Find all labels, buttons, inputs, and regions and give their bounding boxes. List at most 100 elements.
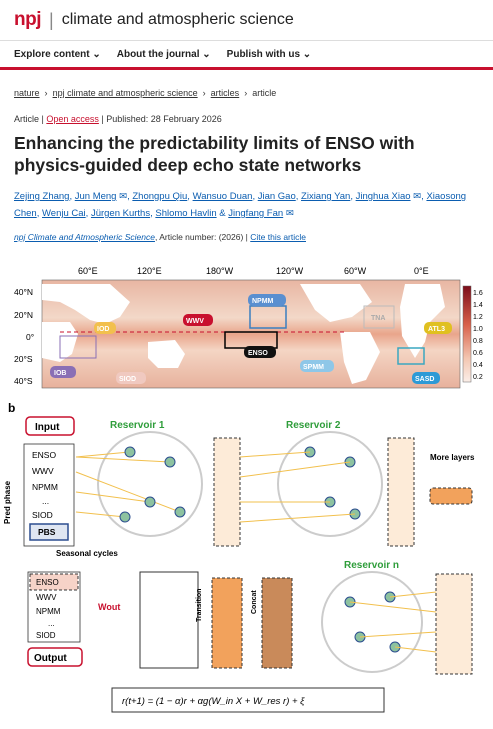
header-divider: | xyxy=(49,9,54,30)
input-var: ... xyxy=(42,496,49,506)
citation-journal[interactable]: npj Climate and Atmospheric Science xyxy=(14,232,155,242)
breadcrumb-articles[interactable]: articles xyxy=(210,88,240,98)
author-link[interactable]: Zixiang Yan xyxy=(301,191,351,202)
region-label: TNA xyxy=(371,315,385,322)
region-label: WWV xyxy=(186,318,204,325)
output-var: ... xyxy=(48,619,55,628)
colorbar-tick: 1.4 xyxy=(473,302,483,309)
nav-explore-content[interactable]: Explore content ⌄ xyxy=(14,48,101,60)
author-link[interactable]: Zhongpu Qiu xyxy=(132,191,188,202)
breadcrumb: nature › npj climate and atmospheric sci… xyxy=(0,70,493,98)
transition-label: Transition xyxy=(196,589,203,622)
lon-label: 0°E xyxy=(414,266,429,276)
lat-label: 40°S xyxy=(14,376,33,386)
citation-line: npj Climate and Atmospheric Science, Art… xyxy=(14,232,306,242)
colorbar xyxy=(462,285,472,383)
author-link[interactable]: Jun Meng xyxy=(74,191,117,202)
land-asia xyxy=(42,284,130,324)
colorbar-tick: 0.6 xyxy=(473,350,483,357)
article-figure[interactable]: 60°E 120°E 180°W 120°W 60°W 0°E 40°N 20°… xyxy=(0,262,493,729)
wout-label: Wout xyxy=(98,602,120,612)
breadcrumb-nature[interactable]: nature xyxy=(14,88,40,98)
author-link[interactable]: Jian Gao xyxy=(257,191,296,202)
breadcrumb-chevron-icon: › xyxy=(200,88,209,98)
author-link[interactable]: Wenju Cai xyxy=(42,208,86,219)
region-label: ATL3 xyxy=(428,326,445,333)
author-link[interactable]: Shlomo Havlin xyxy=(155,208,217,219)
main-nav: Explore content ⌄ About the journal ⌄ Pu… xyxy=(0,41,493,70)
nav-publish-with-us[interactable]: Publish with us ⌄ xyxy=(226,48,312,60)
reservoir-label: Reservoir 2 xyxy=(286,420,341,431)
input-label: Input xyxy=(35,422,60,433)
colorbar-tick: 1.6 xyxy=(473,290,483,297)
output-label: Output xyxy=(34,653,67,664)
input-var: ENSO xyxy=(32,450,56,460)
site-header: npj | climate and atmospheric science xyxy=(0,0,493,41)
article-meta: Article | Open access | Published: 28 Fe… xyxy=(14,114,222,124)
cite-this-article-link[interactable]: Cite this article xyxy=(250,232,306,242)
journal-name[interactable]: climate and atmospheric science xyxy=(61,11,294,28)
author-list: Zejing Zhang, Jun Meng ✉, Zhongpu Qiu, W… xyxy=(14,191,467,219)
breadcrumb-journal[interactable]: npj climate and atmospheric science xyxy=(52,88,198,98)
article-title: Enhancing the predictability limits of E… xyxy=(14,133,415,175)
figure-svg: 60°E 120°E 180°W 120°W 60°W 0°E 40°N 20°… xyxy=(3,266,483,713)
breadcrumb-current: article xyxy=(252,88,277,98)
npj-logo[interactable]: npj xyxy=(14,9,42,30)
more-layers-box xyxy=(429,487,473,505)
article-type: Article xyxy=(14,114,40,124)
breadcrumb-chevron-icon: › xyxy=(42,88,51,98)
input-var: SIOD xyxy=(32,510,53,520)
input-var: NPMM xyxy=(32,482,58,492)
region-label: SASD xyxy=(415,376,434,383)
reservoir-label: Reservoir n xyxy=(344,560,399,571)
author-link[interactable]: Wansuo Duan xyxy=(192,191,253,202)
output-var: SIOD xyxy=(36,631,56,640)
output-var: WWV xyxy=(36,593,57,602)
equation-box xyxy=(111,687,385,713)
region-label: SIOD xyxy=(119,376,136,383)
lon-label: 120°W xyxy=(276,266,304,276)
concat-label: Concat xyxy=(251,590,258,614)
land-south-america xyxy=(340,332,380,384)
more-layers-label: More layers xyxy=(430,453,475,462)
lon-label: 60°E xyxy=(78,266,98,276)
lat-label: 20°S xyxy=(14,354,33,364)
author-link[interactable]: Jinghua Xiao xyxy=(355,191,411,202)
input-var: WWV xyxy=(32,466,54,476)
colorbar-tick: 1.0 xyxy=(473,326,483,333)
nav-about-journal[interactable]: About the journal ⌄ xyxy=(116,48,211,60)
region-label: NPMM xyxy=(252,298,274,305)
lat-label: 20°N xyxy=(14,310,33,320)
author-link[interactable]: Jingfang Fan xyxy=(228,208,284,219)
land-north-america xyxy=(300,284,372,322)
lat-label: 40°N xyxy=(14,287,33,297)
lon-label: 120°E xyxy=(137,266,162,276)
region-label: IOD xyxy=(97,326,109,333)
sst-map: 60°E 120°E 180°W 120°W 60°W 0°E 40°N 20°… xyxy=(14,266,483,389)
lon-label: 180°W xyxy=(206,266,234,276)
region-label: SPMM xyxy=(303,364,324,371)
panel-label: b xyxy=(8,401,15,415)
output-var: NPMM xyxy=(36,607,61,616)
output-var: ENSO xyxy=(36,578,59,587)
lon-label: 60°W xyxy=(344,266,367,276)
pred-phase-label: Pred phase xyxy=(3,480,12,524)
colorbar-tick: 0.8 xyxy=(473,338,483,345)
breadcrumb-chevron-icon: › xyxy=(241,88,250,98)
author-link[interactable]: Xiaosong Chen xyxy=(14,191,467,219)
colorbar-tick: 0.4 xyxy=(473,362,483,369)
region-label: IOB xyxy=(54,370,66,377)
citation-article-number: , Article number: (2026) xyxy=(154,232,244,242)
colorbar-tick: 1.2 xyxy=(473,314,483,321)
region-npmm xyxy=(248,294,286,306)
author-link[interactable]: Zejing Zhang xyxy=(14,191,70,202)
open-access-link[interactable]: Open access xyxy=(46,114,99,124)
seasonal-label: Seasonal cycles xyxy=(56,549,118,558)
esn-diagram: b Input ENSO WWV NPMM ... SIOD PBS Seaso… xyxy=(3,401,475,713)
colorbar-tick: 0.2 xyxy=(473,374,483,381)
author-link[interactable]: Jürgen Kurths xyxy=(90,208,151,219)
land-australia xyxy=(148,340,185,368)
input-var: PBS xyxy=(38,527,56,537)
lat-label: 0° xyxy=(26,332,34,342)
land-africa xyxy=(400,284,445,358)
